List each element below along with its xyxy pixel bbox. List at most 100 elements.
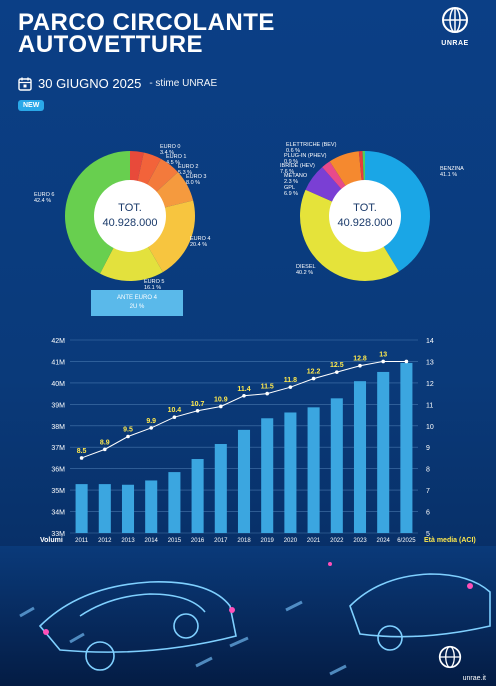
x-tick-label: 2013	[121, 538, 135, 544]
fleet-bar-chart: 33M 34M 35M 36M 37M 38M 39M 40M 41M 42M 5 6 7 8 9 10 11 1…	[40, 338, 476, 544]
age-label: 10.4	[168, 407, 182, 414]
age-label: 9.5	[123, 427, 133, 434]
age-point-2015	[172, 415, 177, 419]
age-label: 12.2	[307, 369, 321, 376]
age-label: 10.7	[191, 401, 205, 408]
donut1-center-label: TOT.	[118, 202, 142, 214]
donut1-label-6: EURO 642.4 %	[34, 192, 54, 204]
slice-name: EURO 1	[166, 154, 186, 160]
bar-2023	[353, 381, 367, 533]
slice-name: EURO 5	[144, 279, 164, 285]
left-tick-label: 37M	[51, 445, 65, 452]
right-tick-label: 10	[426, 424, 434, 431]
left-tick-label: 35M	[51, 488, 65, 495]
bar-2012	[98, 484, 111, 533]
age-point-2024	[381, 359, 386, 364]
age-label: 10.9	[214, 396, 228, 403]
slice-name: EURO 3	[186, 174, 206, 180]
x-tick-label: 2019	[261, 538, 275, 544]
ante-euro4-box: ANTE EURO 4 2U %	[91, 290, 183, 316]
x-tick-label: 2012	[98, 538, 112, 544]
page-title: PARCO CIRCOLANTE AUTOVETTURE	[18, 9, 275, 57]
x-tick-label: 2023	[353, 538, 367, 544]
donut2-hole	[329, 180, 401, 252]
age-point-2011	[79, 456, 84, 460]
logo-label: UNRAE	[441, 40, 469, 47]
age-label: 13	[379, 351, 387, 358]
slice-name: METANO	[284, 173, 308, 179]
slice-pct: 20.4 %	[190, 242, 207, 248]
age-point-2014	[149, 426, 153, 430]
ante-euro4-label: ANTE EURO 4	[116, 295, 157, 301]
bar-2011	[75, 484, 88, 533]
slice-pct: 6.9 %	[284, 191, 298, 197]
slice-name: DIESEL	[296, 264, 316, 270]
x-tick-label: 2024	[377, 538, 391, 544]
slice-pct: 5.3 %	[178, 170, 192, 176]
x-tick-label: 2018	[237, 538, 251, 544]
right-tick-label: 9	[426, 445, 430, 452]
globe-icon	[442, 7, 468, 33]
right-tick-label: 13	[426, 359, 434, 366]
slice-pct: 2.3 %	[284, 179, 298, 185]
bar-2018	[237, 429, 251, 533]
right-tick-label: 6	[426, 510, 430, 517]
donut1-label-3: EURO 38.0 %	[186, 174, 206, 186]
bar-6/2025	[400, 362, 413, 533]
x-tick-label: 2016	[191, 538, 205, 544]
x-tick-label: 6/2025	[397, 538, 416, 544]
title-line-1: PARCO CIRCOLANTE	[18, 9, 275, 36]
bar-2014	[145, 480, 158, 533]
age-label: 12.5	[330, 362, 344, 369]
bar-2015	[168, 472, 181, 533]
age-label: 11.5	[261, 384, 274, 391]
bar-2019	[261, 418, 274, 533]
donut1-label-0: EURO 03.4 %	[160, 144, 180, 156]
donut1-label-5: EURO 516.1 %	[144, 279, 164, 291]
age-point-2017	[219, 404, 223, 409]
age-point-2013	[126, 434, 130, 439]
series-volumi-label: Volumi	[40, 537, 63, 544]
series-age-label: Età media (ACI)	[424, 537, 476, 544]
bar-2013	[121, 484, 135, 533]
bar-2020	[284, 412, 297, 533]
slice-name: EURO 4	[190, 236, 210, 242]
donut2-label-6: ELETTRICHE (BEV)0.6 %	[286, 142, 337, 154]
x-tick-label: 2015	[168, 538, 182, 544]
right-tick-label: 14	[426, 338, 434, 345]
age-label: 12.8	[353, 356, 367, 363]
left-tick-label: 41M	[51, 359, 65, 366]
slice-pct: 7.6 %	[280, 169, 294, 175]
age-label: 11.8	[284, 377, 297, 384]
slice-pct: 40.2 %	[296, 270, 313, 276]
date-row: 30 GIUGNO 2025 - stime UNRAE	[18, 76, 217, 91]
age-point-2022	[335, 370, 339, 374]
donut1-label-4: EURO 420.4 %	[190, 236, 210, 248]
footer-globe-icon	[438, 645, 462, 669]
donut1-label-2: EURO 25.3 %	[178, 164, 198, 176]
right-tick-label: 5	[426, 531, 430, 538]
x-tick-label: 2021	[307, 538, 321, 544]
donut2-center-label: TOT.	[353, 202, 377, 214]
bar-2017	[214, 444, 227, 533]
age-point-2016	[195, 408, 200, 413]
slice-name: IBRIDE (HEV)	[280, 163, 315, 169]
footer-url: unrae.it	[462, 675, 486, 682]
right-tick-label: 8	[426, 467, 430, 474]
age-point-6/2025	[404, 359, 409, 364]
slice-pct: 8.0 %	[186, 180, 200, 186]
x-tick-label: 2014	[145, 538, 159, 544]
donut2-center-value: 40.928.000	[337, 217, 392, 229]
x-tick-label: 2011	[75, 538, 89, 544]
slice-name: BENZINA	[440, 166, 464, 172]
slice-name: ELETTRICHE (BEV)	[286, 142, 337, 148]
age-label: 8.5	[77, 448, 87, 455]
left-tick-label: 38M	[51, 424, 65, 431]
age-label: 9.9	[146, 418, 156, 425]
donut2-label-5: PLUG-IN (PHEV)0.9 %	[284, 153, 327, 165]
age-label: 11.4	[237, 386, 250, 393]
report-date-suffix: - stime UNRAE	[149, 78, 218, 89]
